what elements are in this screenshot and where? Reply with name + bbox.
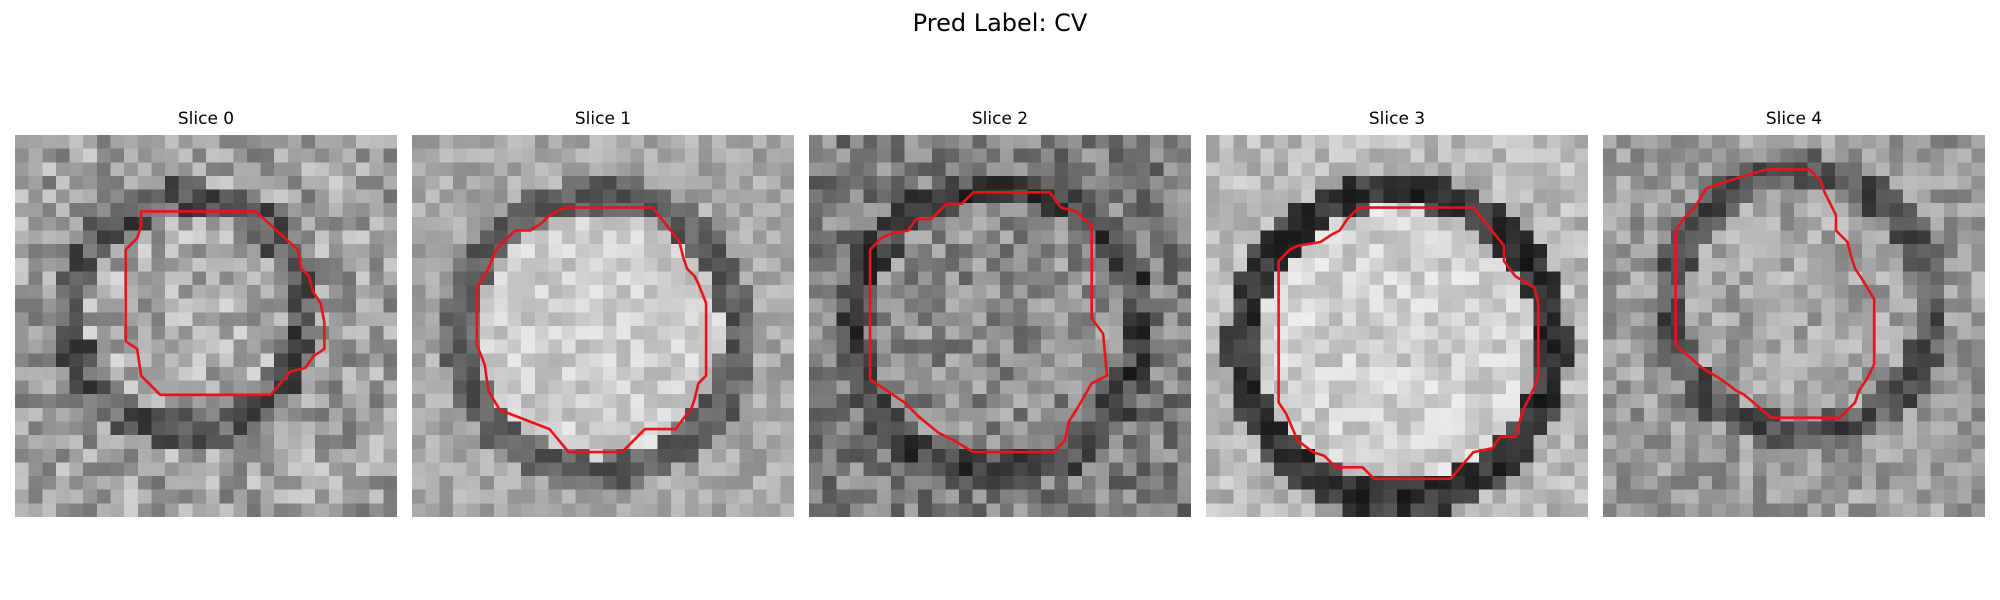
slice-panel-2: Slice 2 (809, 108, 1191, 517)
slice-title: Slice 3 (1368, 109, 1426, 129)
slice-panel-3: Slice 3 (1206, 108, 1588, 517)
slice-title: Slice 4 (1765, 109, 1823, 129)
slice-title: Slice 0 (177, 109, 235, 129)
slice-image (809, 135, 1191, 517)
slice-image (412, 135, 794, 517)
slice-panel-1: Slice 1 (412, 108, 794, 517)
slice-title: Slice 2 (971, 109, 1029, 129)
figure-title: Pred Label: CV (912, 9, 1088, 37)
slice-image (15, 135, 397, 517)
slice-image (1206, 135, 1588, 517)
slice-title: Slice 1 (574, 109, 632, 129)
slice-panel-4: Slice 4 (1603, 108, 1985, 517)
slice-image (1603, 135, 1985, 517)
slice-panel-0: Slice 0 (15, 108, 397, 517)
